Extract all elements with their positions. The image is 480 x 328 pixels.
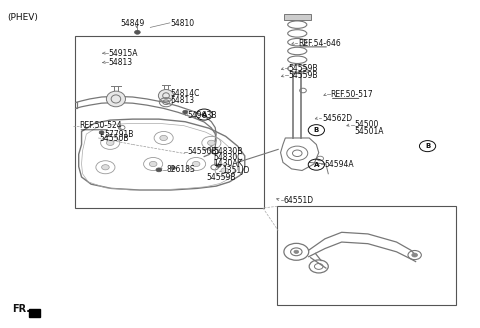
Text: 54550B: 54550B [99, 134, 129, 143]
Bar [75, 35, 264, 208]
Text: 54501A: 54501A [355, 127, 384, 136]
Text: A: A [313, 162, 319, 168]
Text: 54559B: 54559B [288, 71, 318, 80]
Circle shape [183, 110, 188, 113]
Bar [29, 309, 39, 317]
Circle shape [221, 168, 228, 173]
Circle shape [102, 165, 109, 170]
Text: FR.: FR. [12, 304, 30, 314]
Circle shape [294, 250, 299, 254]
Circle shape [99, 131, 104, 134]
Text: 54594A: 54594A [324, 160, 354, 169]
Text: B: B [314, 127, 319, 133]
Text: B: B [425, 143, 430, 149]
Circle shape [216, 164, 221, 167]
Text: (PHEV): (PHEV) [7, 13, 38, 22]
Bar [284, 14, 311, 20]
Text: REF.50-524: REF.50-524 [79, 121, 122, 131]
Text: 54830B: 54830B [213, 147, 243, 156]
Text: A: A [202, 112, 207, 117]
Circle shape [134, 30, 140, 34]
Text: REF.54-646: REF.54-646 [298, 38, 341, 48]
Text: 54550B: 54550B [188, 148, 217, 156]
Circle shape [149, 161, 157, 167]
Text: 1351JD: 1351JD [222, 166, 249, 175]
Circle shape [192, 161, 200, 167]
Circle shape [412, 253, 418, 257]
Text: 54814C: 54814C [171, 89, 200, 98]
Text: 54810: 54810 [171, 19, 195, 28]
Text: 54963B: 54963B [188, 111, 217, 120]
Text: 57791B: 57791B [104, 130, 133, 138]
Text: 54500: 54500 [355, 120, 379, 130]
Circle shape [156, 168, 162, 172]
Text: 54562D: 54562D [322, 113, 352, 123]
Text: 54559B: 54559B [288, 64, 318, 73]
Text: 54830C: 54830C [213, 153, 243, 162]
Ellipse shape [158, 90, 174, 102]
Text: 82618S: 82618S [167, 165, 195, 174]
Circle shape [160, 135, 168, 141]
Text: 54813: 54813 [109, 58, 133, 67]
Ellipse shape [107, 91, 125, 107]
Circle shape [207, 140, 215, 145]
Text: 54559B: 54559B [206, 173, 236, 182]
Text: 54849: 54849 [120, 19, 145, 28]
Text: 54915A: 54915A [109, 49, 138, 58]
Circle shape [107, 140, 114, 145]
Text: 54813: 54813 [171, 96, 195, 105]
Text: 1430AK: 1430AK [213, 159, 243, 169]
Circle shape [171, 166, 176, 170]
Text: REF.50-517: REF.50-517 [331, 90, 373, 99]
Bar [277, 206, 456, 305]
Text: 64551D: 64551D [284, 196, 314, 205]
